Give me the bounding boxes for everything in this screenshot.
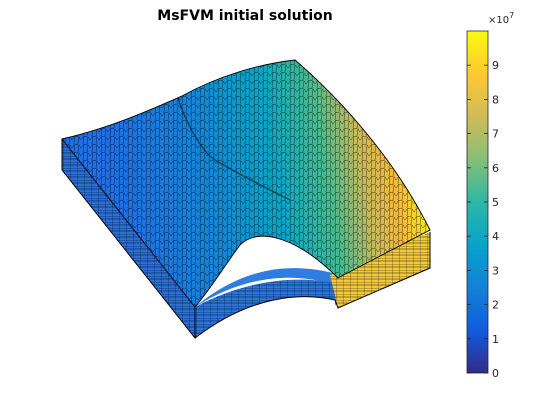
colorbar-ticks: 0 1 2 3 4 5 6 7 8 9 [467, 59, 499, 380]
colorbar-tick-label: 0 [492, 367, 499, 380]
colorbar-tick-label: 8 [492, 93, 499, 106]
colorbar: 0 1 2 3 4 5 6 7 8 9 ×107 [466, 11, 514, 380]
colorbar-tick-label: 6 [492, 162, 499, 175]
colorbar-tick-label: 1 [492, 333, 499, 346]
colorbar-tick-label: 9 [492, 59, 499, 72]
colorbar-tick-label: 5 [492, 196, 499, 209]
colorbar-tick-label: 4 [492, 230, 499, 243]
colorbar-tick-label: 2 [492, 299, 499, 312]
colorbar-tick-label: 7 [492, 128, 499, 141]
fault-line [177, 97, 291, 201]
plot-title: MsFVM initial solution [157, 8, 333, 24]
colorbar-exponent: ×107 [488, 11, 514, 26]
colorbar-tick-label: 3 [492, 264, 499, 277]
reservoir-grid-surface [61, 59, 431, 340]
